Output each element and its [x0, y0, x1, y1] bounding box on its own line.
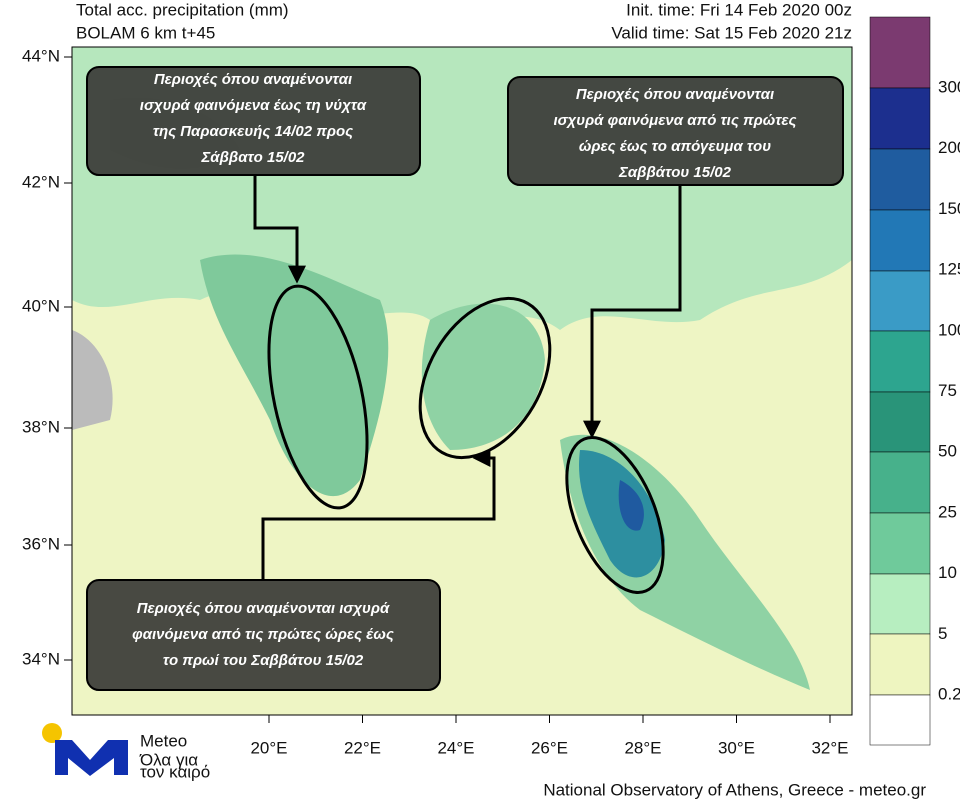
annotation-text: Σαββάτου 15/02 [618, 164, 732, 181]
annotation-text: Σάββατο 15/02 [200, 149, 305, 166]
lat-label: 34°N [22, 649, 60, 668]
lat-label: 42°N [22, 172, 60, 191]
lat-label: 40°N [22, 296, 60, 315]
annotation-text: ισχυρά φαινόμενα από τις πρώτες [553, 112, 796, 129]
logo [42, 723, 128, 776]
colorbar-label: 200 [938, 138, 960, 157]
lon-label: 24°E [437, 738, 474, 757]
logo-tagline: τον καιρό [140, 762, 210, 781]
lat-label: 44°N [22, 46, 60, 65]
annotation-text: Περιοχές όπου αναμένονται ισχυρά [137, 600, 390, 617]
model: BOLAM 6 km t+45 [76, 23, 215, 42]
lon-label: 30°E [718, 738, 755, 757]
title: Total acc. precipitation (mm) [76, 0, 289, 19]
colorbar-label: 50 [938, 442, 957, 461]
lon-label: 28°E [624, 738, 661, 757]
annotation-text: Περιοχές όπου αναμένονται [576, 86, 774, 103]
colorbar-label: 25 [938, 502, 957, 521]
lon-label: 22°E [344, 738, 381, 757]
annotation-text: ισχυρά φαινόμενα έως τη νύχτα [140, 97, 367, 114]
colorbar-label: 75 [938, 381, 957, 400]
lon-label: 20°E [250, 738, 287, 757]
footer: National Observatory of Athens, Greece -… [543, 780, 926, 799]
colorbar-label: 300 [938, 77, 960, 96]
logo-tagline: Όλα για [139, 750, 198, 769]
init-time: Init. time: Fri 14 Feb 2020 00z [626, 0, 852, 19]
lon-label: 26°E [531, 738, 568, 757]
colorbar-label: 125 [938, 260, 960, 279]
lon-label: 32°E [811, 738, 848, 757]
colorbar-label: 0.2 [938, 684, 960, 703]
annotation-text: το πρωί του Σαββάτου 15/02 [163, 652, 364, 669]
colorbar-label: 5 [938, 624, 947, 643]
colorbar-label: 10 [938, 563, 957, 582]
annotation-boxes [86, 66, 844, 691]
annotation-text: φαινόμενα από τις πρώτες ώρες έως [132, 626, 394, 643]
annotation-text: της Παρασκευής 14/02 προς [153, 123, 353, 140]
logo-name: Meteo [140, 731, 187, 750]
valid-time: Valid time: Sat 15 Feb 2020 21z [611, 23, 852, 42]
colorbar-label: 150 [938, 199, 960, 218]
colorbar-label: 100 [938, 320, 960, 339]
arrows [253, 175, 682, 580]
annotation-text: Περιοχές όπου αναμένονται [154, 71, 352, 88]
highlight-areas [267, 284, 665, 594]
annotation-text: ώρες έως το απόγευμα του [579, 138, 771, 155]
map-frame [71, 46, 853, 716]
colorbar [869, 16, 931, 746]
lat-label: 38°N [22, 417, 60, 436]
lat-label: 36°N [22, 534, 60, 553]
